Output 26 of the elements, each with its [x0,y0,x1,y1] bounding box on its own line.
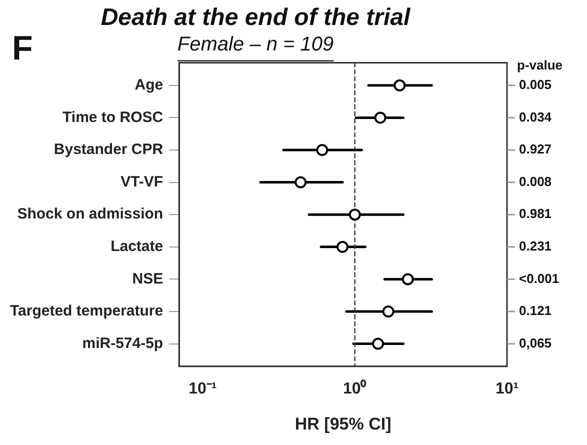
chart-subtitle: Female – n = 109 [177,33,334,56]
x-tick-label: 10⁰ [342,379,367,398]
text: 0.121 [519,303,552,318]
y-tick-label: NSE [132,270,164,288]
y-tick-label: Lactate [110,238,164,256]
chart-title: Death at the end of the trial [100,4,412,32]
y-tick-label: Age [134,76,164,94]
text: 0.034 [519,109,552,124]
text: 0.005 [519,76,552,92]
text: 0,065 [519,335,552,350]
text: p-value [517,57,563,72]
text: <0.001 [519,270,560,286]
text: 0.981 [519,206,552,222]
x-axis-title: HR [95% CI] [294,414,392,434]
y-tick-label: Shock on admission [17,206,164,223]
y-tick-label: miR-574-5p [82,334,164,352]
x-tick-label: 10⁻¹ [188,380,217,398]
text: 0.927 [519,142,552,157]
text: 0.231 [519,238,552,254]
text: 0.008 [519,174,552,189]
y-tick-label: VT-VF [120,173,164,190]
x-tick-label: 10¹ [495,380,519,398]
y-tick-label: Time to ROSC [62,108,164,126]
y-tick-label: Bystander CPR [54,141,164,158]
y-tick-label: Targeted temperature [10,302,164,320]
text: F [12,29,33,68]
